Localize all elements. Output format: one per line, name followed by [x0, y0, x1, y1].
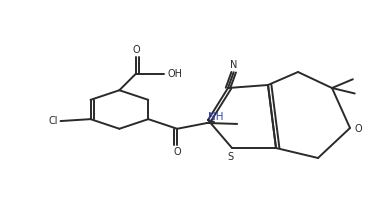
Text: OH: OH: [168, 69, 182, 79]
Text: O: O: [354, 124, 362, 134]
Text: O: O: [132, 45, 140, 55]
Text: O: O: [173, 147, 181, 157]
Text: S: S: [228, 152, 234, 162]
Text: Cl: Cl: [49, 116, 58, 126]
Text: NH: NH: [208, 112, 224, 122]
Text: N: N: [230, 60, 237, 70]
